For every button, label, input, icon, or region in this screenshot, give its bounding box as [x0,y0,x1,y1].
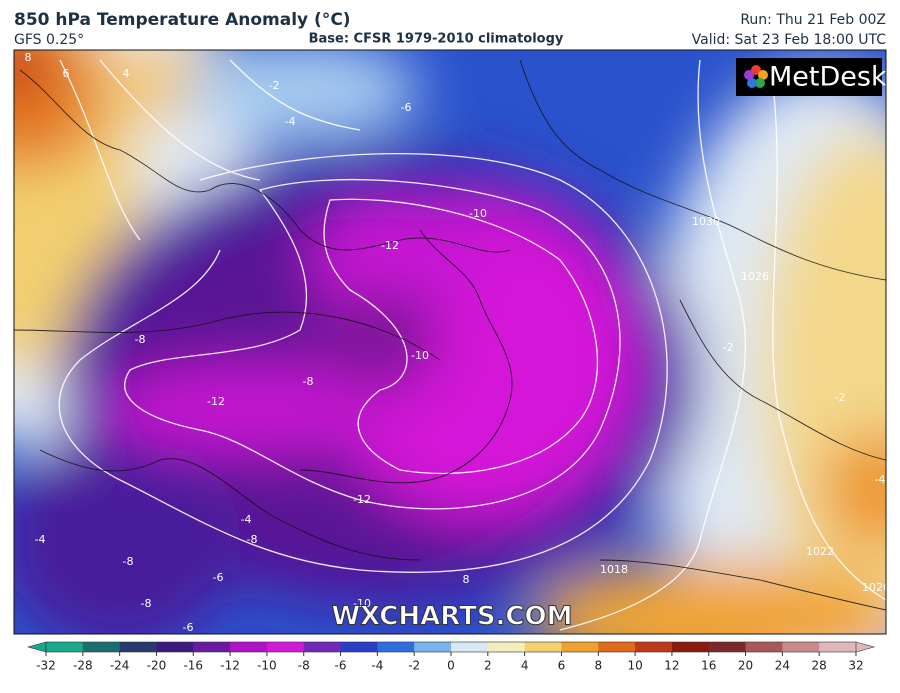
colorbar-segment [230,642,268,652]
logo-icon [744,65,768,88]
contour-label: -2 [835,391,846,404]
map-frame [13,49,887,635]
contour-label: -10 [353,597,371,610]
contour-label: -4 [241,513,252,526]
colorbar-segment [119,642,157,652]
colorbar-segment [819,642,857,652]
colorbar-tick-label: 2 [484,659,492,673]
contour-label: -6 [183,621,194,634]
contour-label: 1022 [806,545,834,558]
colorbar-segment [451,642,489,652]
base: Base: CFSR 1979-2010 climatology [309,32,564,47]
colorbar-segment [598,642,636,652]
colorbar-tick-label: 6 [558,659,566,673]
colorbar-tick-label: -6 [335,659,347,673]
contour-label: -4 [875,473,886,486]
contour-label: 1026 [741,270,769,283]
contour-label: 4 [123,67,130,80]
logo: MetDesk [769,62,887,93]
colorbar-tick-label: -16 [183,659,203,673]
contour-label: 1026 [862,581,890,594]
colorbar-segment [671,642,710,652]
colorbar-segment [193,642,231,652]
colorbar-tick-label: -24 [110,659,130,673]
contour-label: -12 [353,493,371,506]
watermark: WXCHARTS.COM [331,602,572,632]
colorbar-segment [266,642,305,652]
contour-label: -8 [141,597,152,610]
colorbar-segment [156,642,194,652]
title: 850 hPa Temperature Anomaly (°C) [14,10,351,30]
colorbar-tick-label: -8 [298,659,310,673]
colorbar-tick-label: -32 [36,659,56,673]
colorbar-segment [46,642,84,652]
colorbar: -32 -28 -24 -20 -16 -12 -10 -8 -6 -4 -2 0 2 4 6 8 10 12 16… [26,641,876,673]
colorbar-segment [377,642,415,652]
contour-label: -2 [723,341,734,354]
colorbar-tick-label: 16 [701,659,716,673]
contour-label: 1030 [692,215,720,228]
colorbar-tick-label: -28 [73,659,93,673]
contour-label: -12 [381,239,399,252]
colorbar-segment [745,642,783,652]
run: Run: Thu 21 Feb 00Z [740,12,886,28]
colorbar-segment [82,642,121,652]
contour-label: -12 [207,395,225,408]
coastlines [14,59,886,611]
colorbar-end [26,641,47,653]
colorbar-tick-label: -4 [371,659,383,673]
colorbar-tick-label: 8 [594,659,602,673]
contour-label: -2 [269,79,280,92]
colorbar-tick-label: 0 [447,659,455,673]
contour-label: -8 [303,375,314,388]
colorbar-tick-label: 24 [775,659,790,673]
isotherms [58,59,886,631]
contour-label: -8 [247,533,258,546]
contour-label: -10 [469,207,487,220]
colorbar-segment [414,642,452,652]
contour-label: -4 [285,115,296,128]
colorbar-tick-label: 10 [627,659,642,673]
contour-label: -4 [35,533,46,546]
valid: Valid: Sat 23 Feb 18:00 UTC [692,32,887,48]
colorbar-segment [524,642,562,652]
colorbar-end [855,641,876,653]
colorbar-segment [303,642,342,652]
colorbar-segment [561,642,599,652]
contour-label: 8 [25,51,32,64]
contour-label: -8 [123,555,134,568]
colorbar-segment [487,642,526,652]
contour-label: -6 [213,571,224,584]
colorbar-segment [635,642,673,652]
contour-labels: 8 6 4 -2 -4 -6 -10 -12 -10 -8 -8 -12 -12 -8 -4 -8 -8 -6 -4… [25,51,890,634]
contour-label: -10 [411,349,429,362]
colorbar-segment [708,642,747,652]
colorbar-tick-label: -12 [220,659,240,673]
colorbar-segment [782,642,820,652]
colorbar-tick-label: 20 [738,659,753,673]
contour-label: -6 [401,101,412,114]
colorbar-tick-label: -2 [408,659,420,673]
colorbar-tick-label: -10 [257,659,277,673]
contour-label: -8 [135,333,146,346]
colorbar-tick-label: 32 [848,659,863,673]
contour-label: 1018 [600,563,628,576]
contour-label: 8 [463,573,470,586]
colorbar-tick-label: -20 [147,659,167,673]
colorbar-tick-label: 12 [664,659,679,673]
colorbar-tick-label: 28 [812,659,827,673]
model: GFS 0.25° [14,32,84,48]
colorbar-tick-label: 4 [521,659,529,673]
contour-label: 6 [63,67,70,80]
colorbar-segment [340,642,378,652]
